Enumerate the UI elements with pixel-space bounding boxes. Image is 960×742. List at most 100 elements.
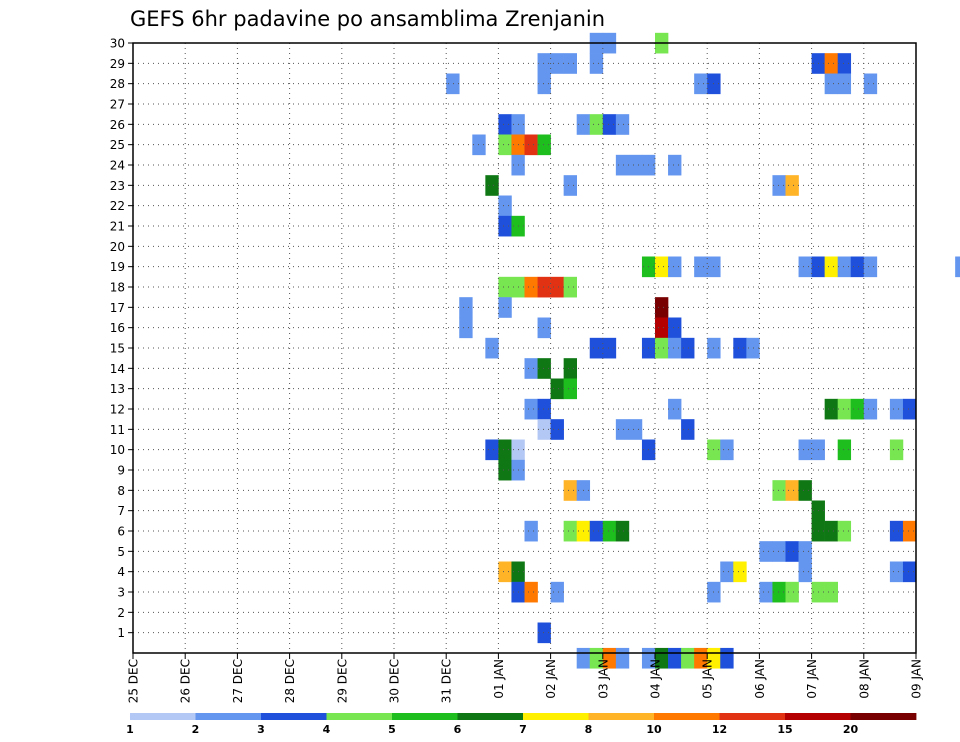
heatmap-cell xyxy=(550,581,564,603)
y-tick-label: 2 xyxy=(117,606,125,620)
y-tick-label: 13 xyxy=(110,382,125,396)
heatmap-cell xyxy=(589,520,604,542)
heatmap-cell xyxy=(772,541,786,562)
heatmap-cell xyxy=(889,561,904,583)
x-tick-label: 08 JAN xyxy=(857,659,871,699)
heatmap-cell xyxy=(485,337,499,359)
heatmap-cell xyxy=(537,317,551,339)
colorbar-label: 1 xyxy=(126,723,134,736)
heatmap-cell xyxy=(681,419,695,440)
heatmap-cell xyxy=(681,647,695,669)
heatmap-cell xyxy=(837,520,852,542)
x-tick-label: 30 DEC xyxy=(388,659,402,703)
colorbar-label: 7 xyxy=(519,723,527,736)
heatmap-cell xyxy=(563,53,577,74)
heatmap-cell xyxy=(681,337,695,359)
colorbar-segment xyxy=(261,713,327,720)
heatmap-cell xyxy=(837,256,852,278)
heatmap-cell xyxy=(824,520,838,542)
grid-lines xyxy=(132,42,917,653)
heatmap-cell xyxy=(824,256,838,278)
heatmap-cell xyxy=(524,276,538,298)
heatmap-cell xyxy=(889,398,904,420)
heatmap-cell xyxy=(589,53,604,74)
heatmap-cell xyxy=(824,398,838,420)
colorbar-segment xyxy=(588,713,655,720)
heatmap-cell xyxy=(785,581,799,603)
colorbar-label: 6 xyxy=(454,723,462,736)
heatmap-cell xyxy=(576,647,591,669)
y-tick-label: 29 xyxy=(110,57,125,71)
heatmap-cell xyxy=(863,256,878,278)
x-tick-label: 03 JAN xyxy=(596,659,610,699)
heatmap-cell xyxy=(615,419,630,440)
heatmap-cell xyxy=(563,358,577,379)
y-tick-label: 21 xyxy=(110,220,125,234)
heatmap-cell xyxy=(798,541,812,562)
heatmap-cell xyxy=(824,53,838,74)
heatmap-cell xyxy=(655,317,669,339)
heatmap-cell xyxy=(772,581,786,603)
x-tick-label: 27 DEC xyxy=(231,659,245,703)
y-tick-label: 4 xyxy=(117,565,125,579)
heatmap-cell xyxy=(485,439,499,461)
heatmap-cell xyxy=(498,215,512,237)
heatmap-cell xyxy=(589,337,604,359)
heatmap-cell xyxy=(459,297,473,318)
heatmap-cell xyxy=(837,398,852,420)
heatmap-cell xyxy=(446,73,460,95)
colorbar-segment xyxy=(326,713,393,720)
y-tick-label: 25 xyxy=(110,138,125,152)
y-tick-label: 8 xyxy=(117,484,125,498)
heatmap-cell xyxy=(824,73,838,95)
heatmap-cell xyxy=(798,561,812,583)
heatmap-cell xyxy=(785,175,799,196)
heatmap-cell xyxy=(655,297,669,318)
y-tick-label: 16 xyxy=(110,321,125,335)
colorbar-legend: 1 2 3 4 5 6 7 8 10 12 15 20 xyxy=(126,713,917,736)
heatmap-cell xyxy=(668,398,682,420)
x-tick-label: 31 DEC xyxy=(440,659,454,703)
heatmap-cell xyxy=(537,358,551,379)
heatmap-cell xyxy=(498,195,512,217)
heatmap-cell xyxy=(798,256,812,278)
heatmap-cell xyxy=(785,541,799,562)
heatmap-cell xyxy=(668,256,682,278)
heatmap-cell xyxy=(902,398,917,420)
heatmap-cell xyxy=(563,276,577,298)
colorbar-segment xyxy=(457,713,524,720)
heatmap-cell xyxy=(615,647,630,669)
heatmap-cell xyxy=(733,337,747,359)
heatmap-cell xyxy=(459,317,473,339)
heatmap-cell xyxy=(863,398,878,420)
y-tick-label: 20 xyxy=(110,240,125,254)
heatmap-cell xyxy=(537,419,551,440)
y-tick-label: 17 xyxy=(110,301,125,315)
heatmap-cell xyxy=(668,337,682,359)
x-tick-label: 26 DEC xyxy=(179,659,193,703)
heatmap-cell xyxy=(537,134,551,156)
heatmap-cell xyxy=(537,622,551,644)
colorbar-label: 15 xyxy=(777,723,792,736)
heatmap-cell xyxy=(955,256,960,278)
heatmap-cell xyxy=(668,647,682,669)
heatmap-cell xyxy=(524,520,538,542)
heatmap-cell xyxy=(772,175,786,196)
heatmap-cell xyxy=(498,459,512,481)
heatmap-cell xyxy=(498,134,512,156)
heatmap-cell xyxy=(550,419,564,440)
heatmap-cell xyxy=(550,53,564,74)
y-tick-label: 23 xyxy=(110,179,125,193)
heatmap-cell xyxy=(563,520,577,542)
heatmap-cell xyxy=(498,297,512,318)
y-tick-label: 3 xyxy=(117,586,125,600)
heatmap-cell xyxy=(863,73,878,95)
heatmap-cell xyxy=(537,398,551,420)
colorbar-segment xyxy=(130,713,196,720)
heatmap-cell xyxy=(889,520,904,542)
heatmap-cell xyxy=(759,541,773,562)
x-tick-label: 02 JAN xyxy=(544,659,558,699)
heatmap-cell xyxy=(824,581,838,603)
heatmap-cell xyxy=(655,337,669,359)
colorbar-label: 5 xyxy=(388,723,396,736)
